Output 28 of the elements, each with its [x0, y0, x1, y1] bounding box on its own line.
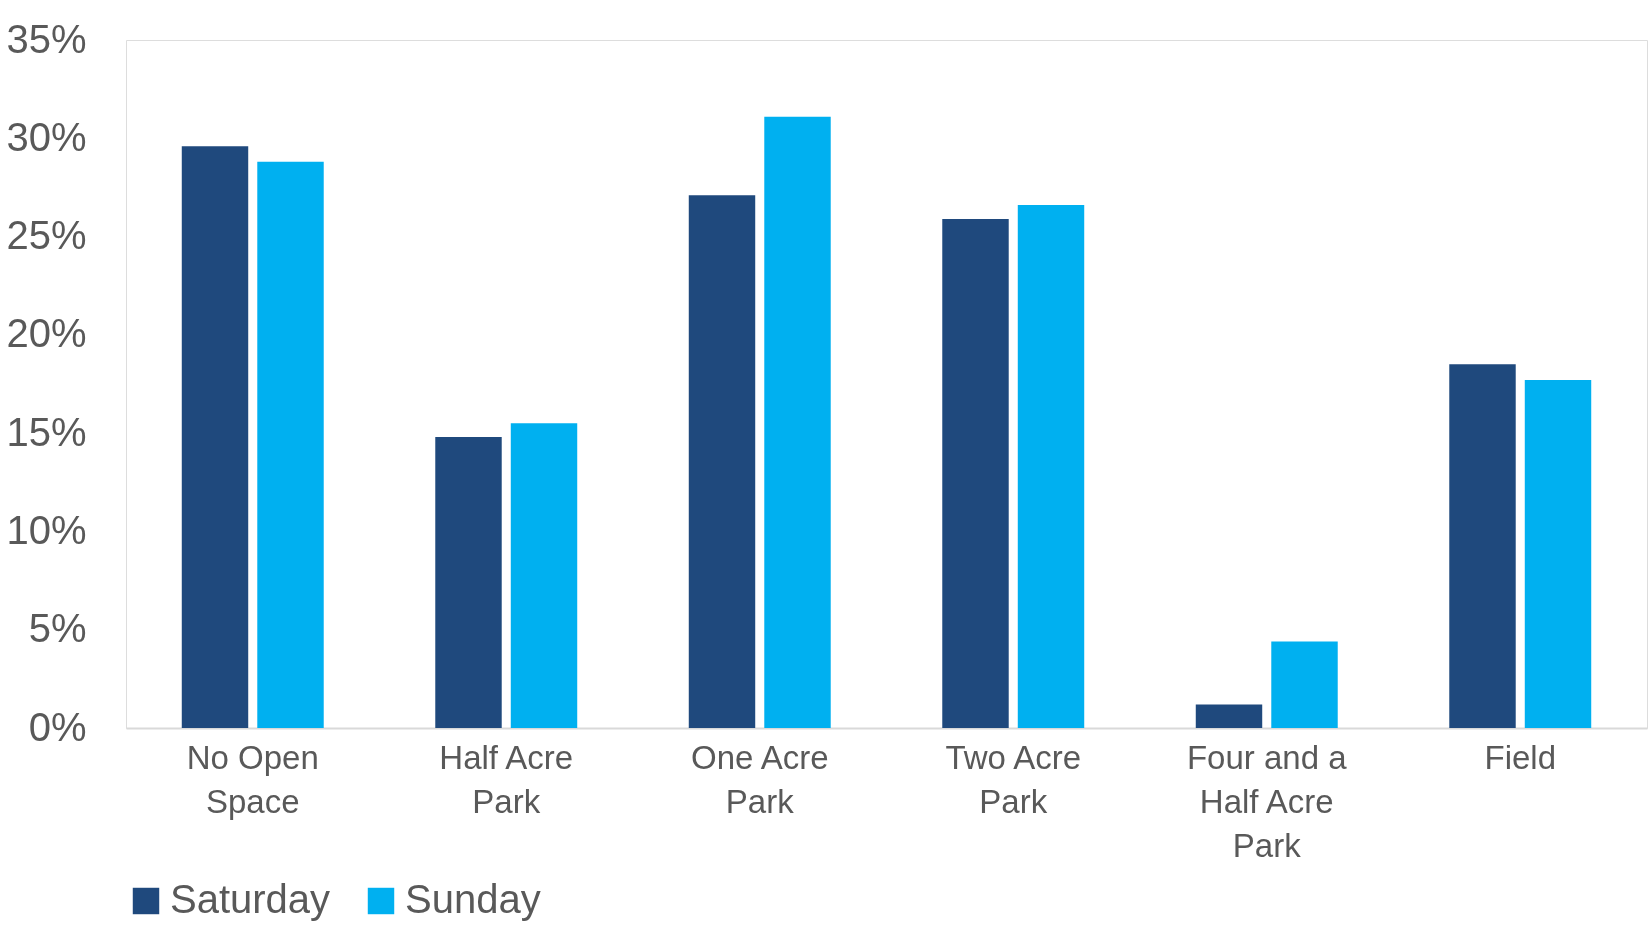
y-tick-label: 35% — [6, 16, 87, 61]
bar — [1449, 364, 1516, 728]
bar — [257, 161, 324, 728]
y-tick-label: 30% — [6, 114, 87, 159]
bar — [435, 437, 502, 728]
bar — [510, 423, 578, 728]
bar — [688, 195, 756, 728]
y-tick-label: 20% — [6, 311, 87, 356]
legend-label: Sunday — [405, 877, 541, 921]
bar — [1195, 704, 1263, 728]
x-tick-label: One Acre Park — [690, 738, 829, 820]
bar — [942, 218, 1009, 728]
x-tick-label: No Open Space — [186, 738, 319, 820]
x-tick-label: Two Acre Park — [945, 738, 1082, 820]
x-tick-label: Half Acre Park — [439, 738, 574, 820]
y-tick-label: 10% — [6, 507, 87, 552]
bar — [1271, 641, 1338, 728]
y-tick-label: 0% — [28, 704, 87, 749]
y-tick-label: 15% — [6, 409, 87, 454]
bar — [1017, 205, 1085, 728]
y-tick-label: 25% — [6, 213, 87, 258]
bar — [1524, 380, 1592, 728]
y-tick-label: 5% — [28, 606, 87, 651]
bar — [764, 116, 831, 728]
bar — [181, 146, 249, 728]
x-tick-label: Field — [1484, 738, 1557, 776]
legend-label: Saturday — [170, 877, 331, 921]
x-tick-label: Four and a Half Acre Park — [1186, 738, 1348, 864]
